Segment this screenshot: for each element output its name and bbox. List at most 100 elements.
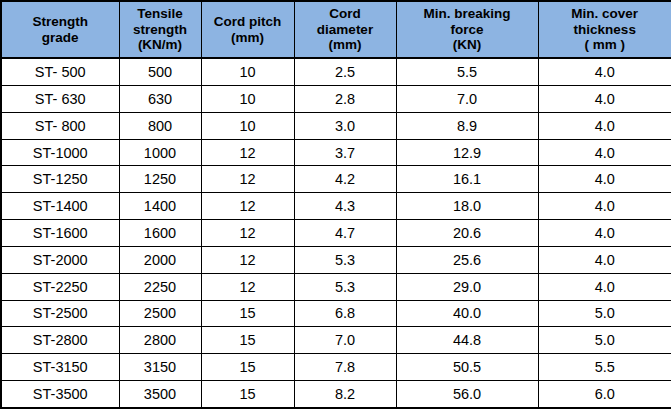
table-row: ST- 630630102.87.04.0 <box>1 86 671 113</box>
cell-cord-pitch: 10 <box>201 112 294 139</box>
cell-cord-pitch: 12 <box>201 246 294 273</box>
cell-strength-grade: ST-2800 <box>1 327 119 354</box>
table-row: ST-35003500158.256.06.0 <box>1 380 671 408</box>
steel-cord-spec-table-wrapper: Strength grade Tensile strength (KN/m) C… <box>0 0 671 409</box>
cell-min-cover-thickness: 5.0 <box>538 300 671 327</box>
cell-tensile-strength: 1600 <box>119 220 201 247</box>
cell-strength-grade: ST- 630 <box>1 86 119 113</box>
cell-min-breaking-force: 56.0 <box>396 380 538 408</box>
cell-cord-diameter: 2.8 <box>294 86 396 113</box>
cell-strength-grade: ST-1400 <box>1 193 119 220</box>
cell-min-breaking-force: 25.6 <box>396 246 538 273</box>
cell-min-cover-thickness: 4.0 <box>538 193 671 220</box>
col-header-min-cover-thickness: Min. cover thickness ( mm ) <box>538 1 671 58</box>
cell-cord-diameter: 5.3 <box>294 273 396 300</box>
cell-cord-diameter: 4.7 <box>294 220 396 247</box>
cell-tensile-strength: 630 <box>119 86 201 113</box>
table-row: ST-14001400124.318.04.0 <box>1 193 671 220</box>
cell-cord-diameter: 3.0 <box>294 112 396 139</box>
table-row: ST- 800800103.08.94.0 <box>1 112 671 139</box>
cell-strength-grade: ST-1600 <box>1 220 119 247</box>
cell-min-cover-thickness: 4.0 <box>538 246 671 273</box>
cell-strength-grade: ST- 800 <box>1 112 119 139</box>
cell-min-breaking-force: 7.0 <box>396 86 538 113</box>
cell-cord-diameter: 7.8 <box>294 354 396 381</box>
cell-min-cover-thickness: 4.0 <box>538 86 671 113</box>
cell-min-cover-thickness: 5.0 <box>538 327 671 354</box>
cell-cord-diameter: 2.5 <box>294 58 396 86</box>
col-header-tensile-strength: Tensile strength (KN/m) <box>119 1 201 58</box>
cell-strength-grade: ST-3500 <box>1 380 119 408</box>
cell-cord-diameter: 6.8 <box>294 300 396 327</box>
table-row: ST-20002000125.325.64.0 <box>1 246 671 273</box>
cell-strength-grade: ST-1000 <box>1 139 119 166</box>
cell-tensile-strength: 2500 <box>119 300 201 327</box>
cell-min-cover-thickness: 4.0 <box>538 220 671 247</box>
cell-cord-diameter: 8.2 <box>294 380 396 408</box>
cell-cord-diameter: 3.7 <box>294 139 396 166</box>
cell-min-breaking-force: 8.9 <box>396 112 538 139</box>
cell-tensile-strength: 3150 <box>119 354 201 381</box>
cell-tensile-strength: 2250 <box>119 273 201 300</box>
cell-cord-pitch: 15 <box>201 380 294 408</box>
cell-cord-diameter: 4.2 <box>294 166 396 193</box>
cell-cord-pitch: 12 <box>201 139 294 166</box>
cell-cord-pitch: 15 <box>201 354 294 381</box>
cell-min-breaking-force: 20.6 <box>396 220 538 247</box>
cell-min-cover-thickness: 4.0 <box>538 273 671 300</box>
table-row: ST-16001600124.720.64.0 <box>1 220 671 247</box>
cell-min-breaking-force: 50.5 <box>396 354 538 381</box>
cell-tensile-strength: 1250 <box>119 166 201 193</box>
col-header-strength-grade: Strength grade <box>1 1 119 58</box>
table-row: ST-12501250124.216.14.0 <box>1 166 671 193</box>
table-row: ST-31503150157.850.55.5 <box>1 354 671 381</box>
cell-cord-pitch: 15 <box>201 300 294 327</box>
cell-tensile-strength: 500 <box>119 58 201 86</box>
cell-cord-pitch: 15 <box>201 327 294 354</box>
cell-tensile-strength: 3500 <box>119 380 201 408</box>
cell-cord-pitch: 10 <box>201 58 294 86</box>
cell-strength-grade: ST-1250 <box>1 166 119 193</box>
strength-grade-table: Strength grade Tensile strength (KN/m) C… <box>0 0 671 409</box>
cell-cord-diameter: 5.3 <box>294 246 396 273</box>
cell-tensile-strength: 1000 <box>119 139 201 166</box>
cell-strength-grade: ST-2250 <box>1 273 119 300</box>
col-header-min-breaking-force: Min. breaking force (KN) <box>396 1 538 58</box>
cell-cord-pitch: 12 <box>201 273 294 300</box>
cell-cord-pitch: 10 <box>201 86 294 113</box>
cell-min-breaking-force: 40.0 <box>396 300 538 327</box>
cell-cord-pitch: 12 <box>201 166 294 193</box>
cell-min-cover-thickness: 4.0 <box>538 139 671 166</box>
col-header-cord-diameter: Cord diameter (mm) <box>294 1 396 58</box>
col-header-cord-pitch: Cord pitch (mm) <box>201 1 294 58</box>
cell-min-breaking-force: 18.0 <box>396 193 538 220</box>
table-row: ST- 500500102.55.54.0 <box>1 58 671 86</box>
table-body: ST- 500500102.55.54.0ST- 630630102.87.04… <box>1 58 671 408</box>
cell-min-cover-thickness: 4.0 <box>538 112 671 139</box>
cell-min-breaking-force: 12.9 <box>396 139 538 166</box>
table-row: ST-25002500156.840.05.0 <box>1 300 671 327</box>
cell-strength-grade: ST- 500 <box>1 58 119 86</box>
cell-cord-diameter: 7.0 <box>294 327 396 354</box>
cell-strength-grade: ST-3150 <box>1 354 119 381</box>
cell-cord-pitch: 12 <box>201 220 294 247</box>
cell-strength-grade: ST-2500 <box>1 300 119 327</box>
cell-cord-pitch: 12 <box>201 193 294 220</box>
cell-tensile-strength: 2000 <box>119 246 201 273</box>
cell-tensile-strength: 2800 <box>119 327 201 354</box>
cell-min-breaking-force: 29.0 <box>396 273 538 300</box>
cell-min-cover-thickness: 5.5 <box>538 354 671 381</box>
table-row: ST-28002800157.044.85.0 <box>1 327 671 354</box>
cell-min-breaking-force: 44.8 <box>396 327 538 354</box>
cell-min-cover-thickness: 6.0 <box>538 380 671 408</box>
cell-tensile-strength: 800 <box>119 112 201 139</box>
cell-cord-diameter: 4.3 <box>294 193 396 220</box>
table-row: ST-22502250125.329.04.0 <box>1 273 671 300</box>
cell-min-breaking-force: 16.1 <box>396 166 538 193</box>
cell-min-breaking-force: 5.5 <box>396 58 538 86</box>
cell-strength-grade: ST-2000 <box>1 246 119 273</box>
cell-tensile-strength: 1400 <box>119 193 201 220</box>
table-row: ST-10001000123.712.94.0 <box>1 139 671 166</box>
table-header-row: Strength grade Tensile strength (KN/m) C… <box>1 1 671 58</box>
cell-min-cover-thickness: 4.0 <box>538 166 671 193</box>
